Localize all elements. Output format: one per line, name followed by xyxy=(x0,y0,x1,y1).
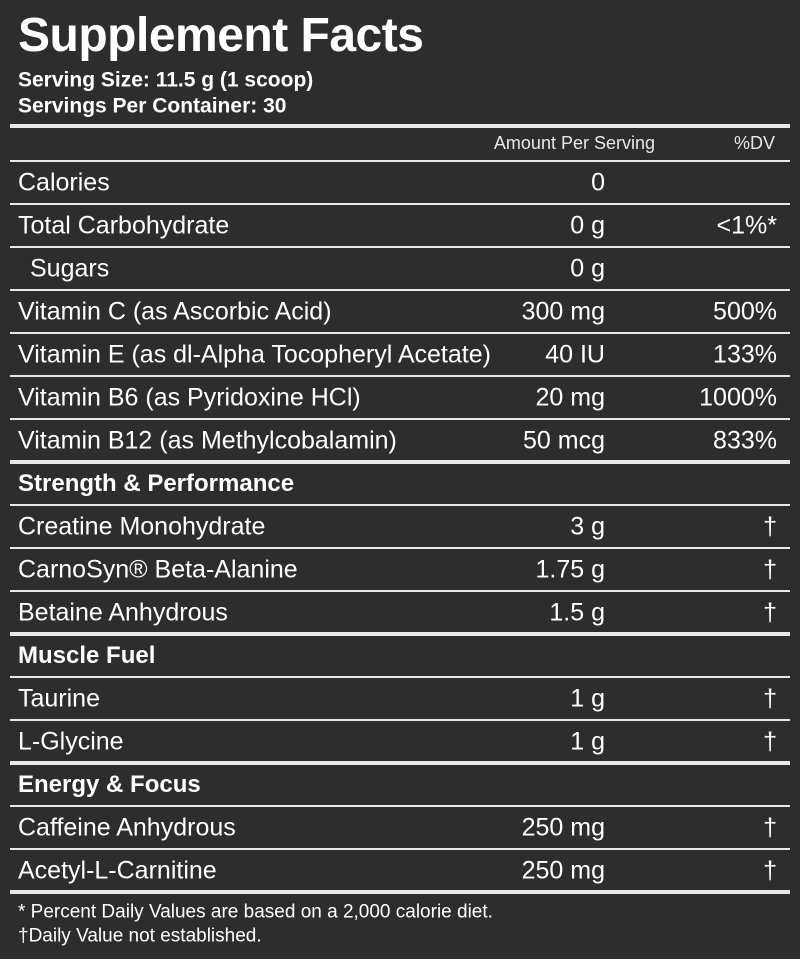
nutrient-name: Vitamin E (as dl-Alpha Tocopheryl Acetat… xyxy=(18,340,491,368)
nutrient-name: Vitamin C (as Ascorbic Acid) xyxy=(18,297,332,325)
nutrient-amount: 50 mcg xyxy=(523,426,605,454)
nutrient-amount: 1.5 g xyxy=(549,598,605,626)
thin-rule xyxy=(10,375,790,377)
nutrient-name: CarnoSyn® Beta-Alanine xyxy=(18,555,298,583)
thin-rule xyxy=(10,719,790,721)
nutrient-amount: 250 mg xyxy=(521,813,605,841)
thin-rule xyxy=(10,289,790,291)
thick-rule xyxy=(10,632,790,636)
section-heading: Strength & Performance xyxy=(18,469,295,497)
thin-rule xyxy=(10,332,790,334)
footnote: * Percent Daily Values are based on a 2,… xyxy=(18,901,493,923)
servings-per-container: Servings Per Container: 30 xyxy=(18,94,287,118)
thick-rule xyxy=(10,460,790,464)
nutrient-name: Vitamin B6 (as Pyridoxine HCl) xyxy=(18,383,361,411)
nutrient-amount: 40 IU xyxy=(545,340,605,368)
nutrient-amount: 0 g xyxy=(570,211,605,239)
thin-rule xyxy=(10,676,790,678)
thin-rule xyxy=(10,547,790,549)
nutrient-name: Creatine Monohydrate xyxy=(18,512,266,540)
nutrient-dv: † xyxy=(763,555,777,583)
column-header: Amount Per Serving xyxy=(493,133,655,153)
thin-rule xyxy=(10,246,790,248)
nutrient-dv: <1%* xyxy=(716,211,777,239)
nutrient-amount: 0 xyxy=(591,168,605,196)
thin-rule xyxy=(10,418,790,420)
nutrient-dv: † xyxy=(763,856,777,884)
section-heading: Energy & Focus xyxy=(18,770,201,798)
nutrient-name: Caffeine Anhydrous xyxy=(18,813,236,841)
nutrient-amount: 1 g xyxy=(570,727,605,755)
thick-rule xyxy=(10,124,790,128)
nutrient-dv: † xyxy=(763,684,777,712)
nutrient-name: Sugars xyxy=(30,254,110,282)
nutrient-dv: † xyxy=(763,727,777,755)
nutrient-amount: 1.75 g xyxy=(535,555,605,583)
nutrient-amount: 20 mg xyxy=(535,383,605,411)
nutrient-amount: 0 g xyxy=(570,254,605,282)
thick-rule xyxy=(10,761,790,765)
thin-rule xyxy=(10,504,790,506)
nutrient-dv: 500% xyxy=(713,297,777,325)
nutrient-amount: 300 mg xyxy=(521,297,605,325)
footnote: †Daily Value not established. xyxy=(18,925,262,947)
nutrient-amount: 1 g xyxy=(570,684,605,712)
nutrient-amount: 3 g xyxy=(570,512,605,540)
nutrient-dv: † xyxy=(763,813,777,841)
nutrient-dv: 833% xyxy=(713,426,777,454)
nutrient-name: L-Glycine xyxy=(18,727,124,755)
serving-size: Serving Size: 11.5 g (1 scoop) xyxy=(18,68,314,92)
nutrient-name: Calories xyxy=(18,168,110,196)
nutrient-name: Acetyl-L-Carnitine xyxy=(18,856,217,884)
nutrient-name: Betaine Anhydrous xyxy=(18,598,228,626)
thin-rule xyxy=(10,203,790,205)
thick-rule xyxy=(10,890,790,894)
nutrient-amount: 250 mg xyxy=(521,856,605,884)
thin-rule xyxy=(10,590,790,592)
thin-rule xyxy=(10,805,790,807)
column-header: %DV xyxy=(733,133,775,153)
label-title: Supplement Facts xyxy=(18,9,424,62)
nutrient-dv: 133% xyxy=(713,340,777,368)
nutrient-dv: † xyxy=(763,598,777,626)
thin-rule xyxy=(10,160,790,162)
nutrient-name: Taurine xyxy=(18,684,100,712)
thin-rule xyxy=(10,848,790,850)
nutrient-dv: † xyxy=(763,512,777,540)
nutrient-dv: 1000% xyxy=(699,383,777,411)
nutrient-name: Vitamin B12 (as Methylcobalamin) xyxy=(18,426,397,454)
section-heading: Muscle Fuel xyxy=(18,641,156,669)
nutrient-name: Total Carbohydrate xyxy=(18,211,230,239)
